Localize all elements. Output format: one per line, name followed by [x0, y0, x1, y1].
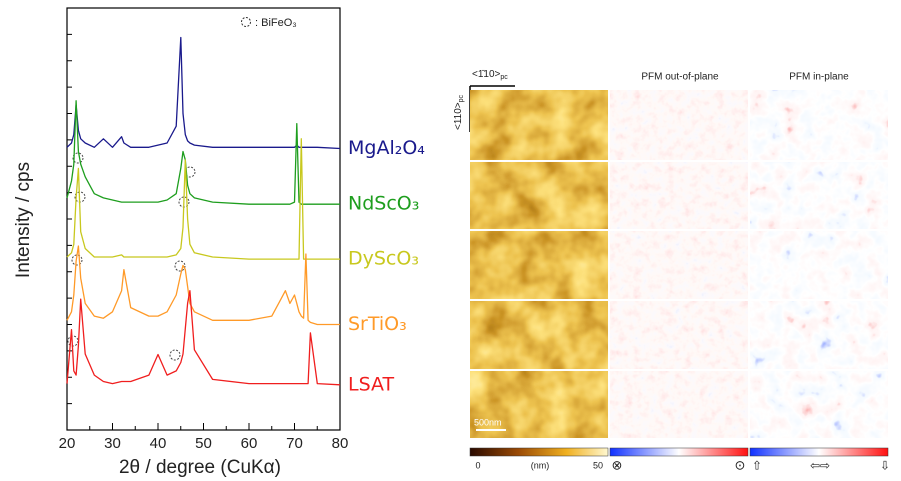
- series-label: LSAT: [348, 373, 395, 395]
- image-panel: [749, 230, 889, 300]
- image-panel: [469, 370, 609, 439]
- out-of-plane-colorbar: [609, 447, 749, 457]
- direction-y-text: <110>: [453, 102, 464, 130]
- direction-x: <1̄10>pc: [472, 69, 508, 81]
- series-label: DyScO₃: [348, 248, 419, 270]
- colorbar-symbol: ⊗: [612, 457, 623, 472]
- series-label: MgAl₂O₄: [348, 137, 425, 159]
- image-panel: [749, 370, 889, 439]
- xrd-line: [66, 138, 340, 260]
- image-panel: [469, 161, 609, 230]
- x-tick-label: 40: [150, 435, 167, 452]
- colorbar-symbol: ⇦⇨: [810, 459, 830, 473]
- in-plane-colorbar: [749, 447, 889, 457]
- direction-y: <110>pc: [453, 94, 465, 130]
- xrd-line: [66, 245, 340, 326]
- x-tick-label: 30: [104, 435, 121, 452]
- height-colorbar: [469, 447, 609, 457]
- image-panel: [469, 89, 609, 161]
- x-tick-label: 70: [286, 435, 303, 452]
- image-panel: [749, 161, 889, 230]
- image-panel: [469, 230, 609, 300]
- direction-x-sub: pc: [500, 74, 508, 81]
- xrd-line: [66, 100, 340, 205]
- direction-y-sub: pc: [458, 94, 465, 102]
- column-title: PFM in-plane: [789, 72, 849, 83]
- y-axis-label: Intensity / cps: [13, 162, 34, 278]
- x-tick-label: 50: [195, 435, 212, 452]
- pfm-figure: <1̄10>pc <110>pc PFM out-of-plane PFM in…: [453, 69, 890, 473]
- column-title: PFM out-of-plane: [641, 72, 719, 83]
- colorbar-symbol: ⊙: [735, 457, 746, 472]
- x-tick-label: 60: [241, 435, 258, 452]
- colorbar-symbol: ⇩: [880, 459, 890, 473]
- image-panel: [609, 161, 749, 230]
- x-tick-label: 20: [59, 435, 76, 452]
- colorbar-min: 0: [475, 460, 480, 470]
- image-panel: [609, 370, 749, 439]
- image-panel: [469, 300, 609, 370]
- image-panel: [749, 89, 889, 161]
- image-panel: [749, 300, 889, 370]
- legend-marker: [241, 17, 251, 27]
- image-panel: [609, 89, 749, 161]
- plot-frame: [66, 7, 341, 431]
- x-tick-label: 80: [332, 435, 349, 452]
- xrd-line: [66, 290, 341, 386]
- series-label: SrTiO₃: [348, 313, 407, 335]
- image-panel: [609, 230, 749, 300]
- xrd-line: [66, 36, 341, 150]
- scale-bar-label: 500nm: [474, 417, 502, 427]
- series-label: NdScO₃: [348, 193, 419, 215]
- colorbar-max: 50: [593, 460, 603, 470]
- colorbar-unit: (nm): [531, 460, 550, 470]
- direction-x-text: <1̄10>: [472, 69, 501, 80]
- image-panel: [609, 300, 749, 370]
- colorbar-symbol: ⇧: [752, 459, 762, 473]
- x-axis-label: 2θ / degree (CuKα): [119, 457, 281, 478]
- legend-note: : BiFeO₃: [255, 17, 297, 29]
